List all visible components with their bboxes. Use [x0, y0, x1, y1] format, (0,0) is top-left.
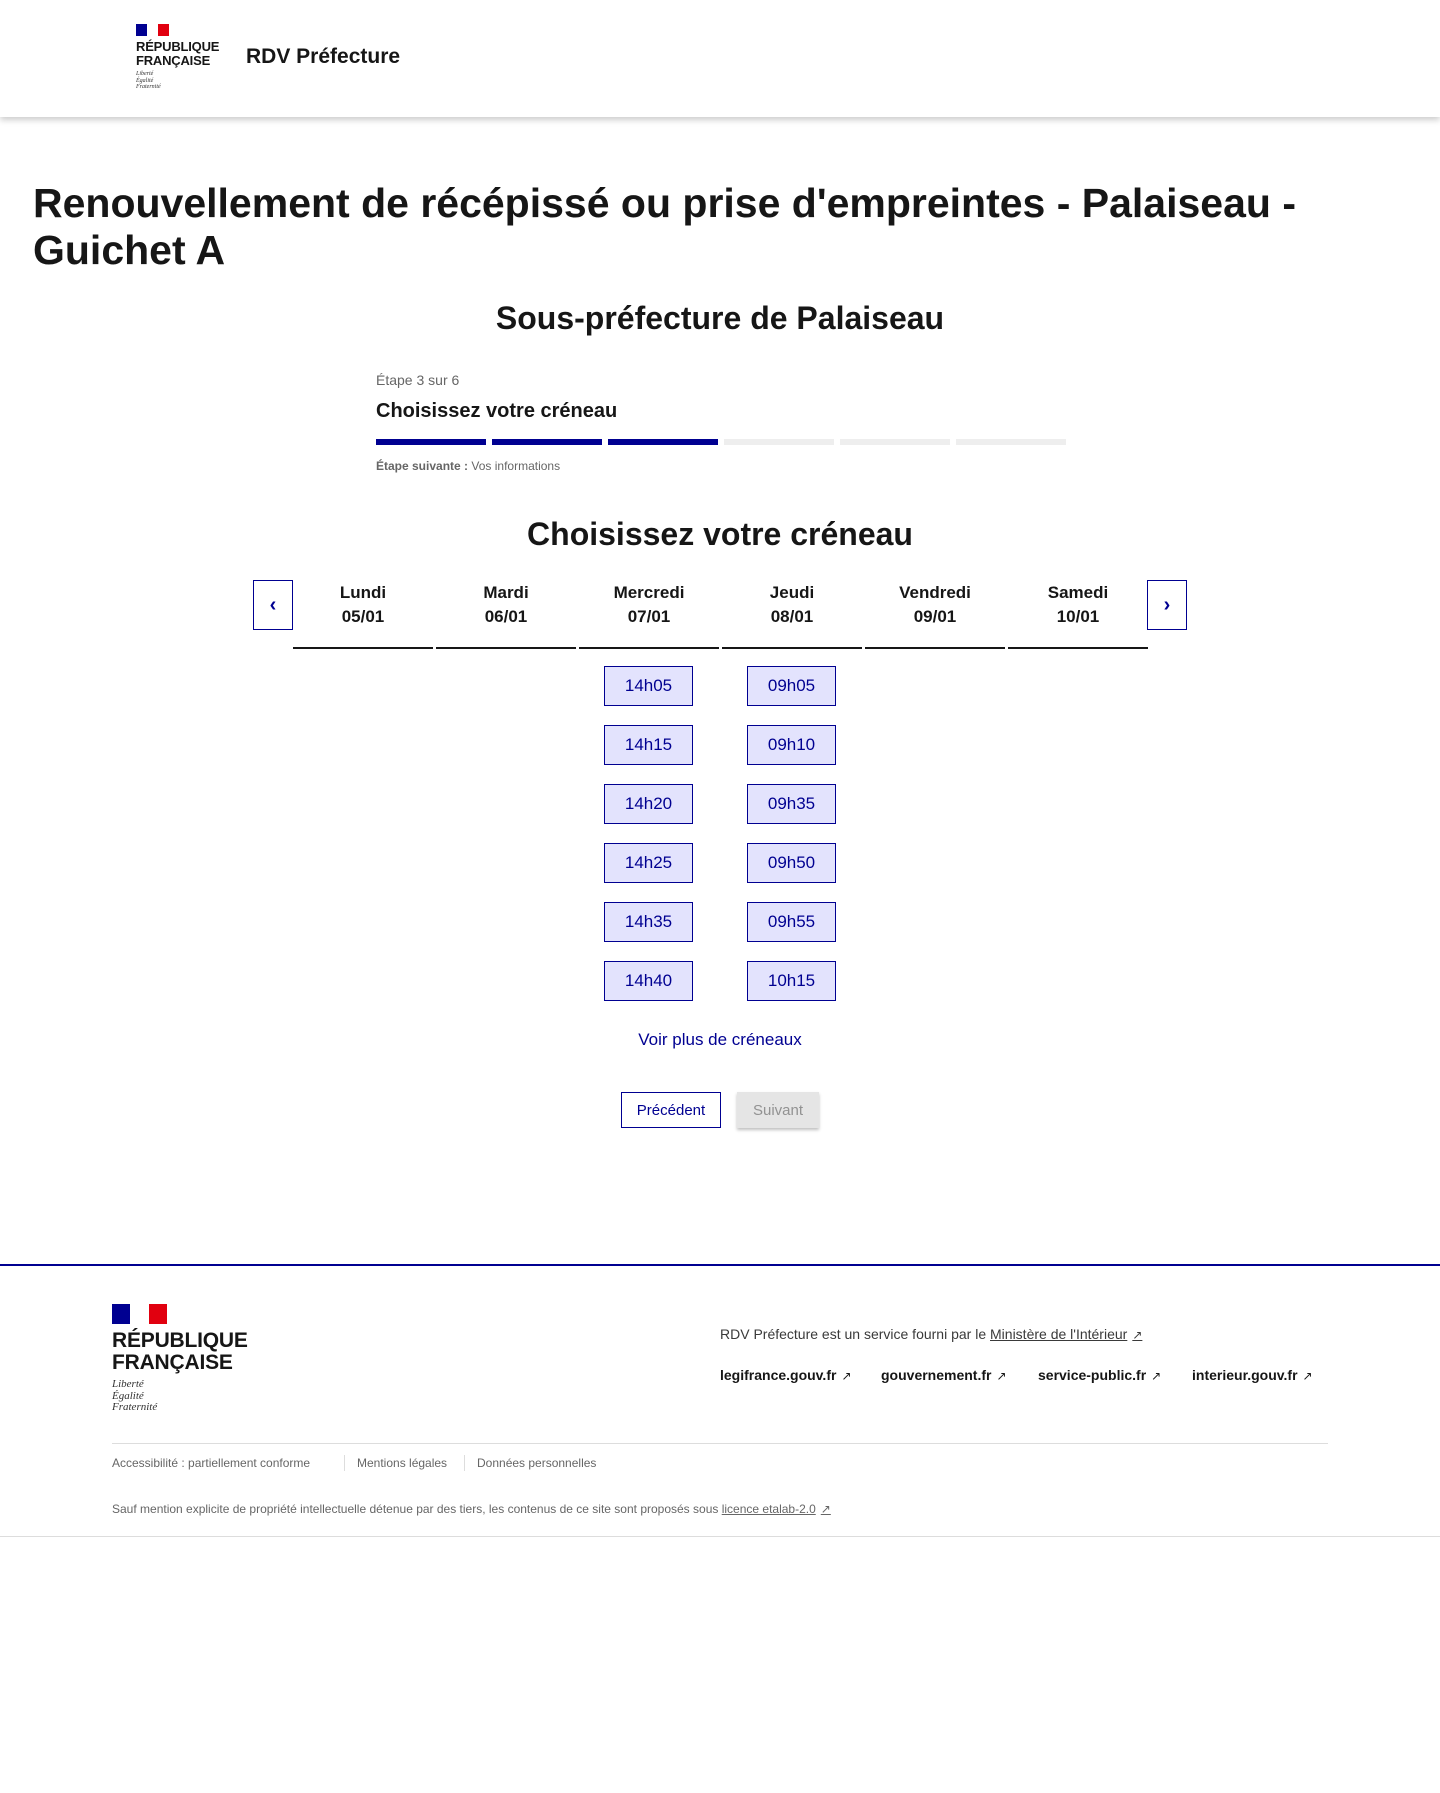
time-slot-button[interactable]: 14h20 — [604, 784, 693, 824]
day-date: 06/01 — [484, 607, 528, 626]
link-label[interactable]: service-public.fr — [1038, 1367, 1147, 1383]
flag-icon — [136, 24, 169, 36]
day-date: 07/01 — [627, 607, 671, 626]
logo-line: FRANÇAISE — [112, 1351, 233, 1375]
next-step-label: Étape suivante : — [376, 459, 469, 473]
footer-legal-link[interactable]: Mentions légales — [357, 1456, 448, 1470]
motto-line: Égalité — [136, 77, 154, 84]
day-name: Samedi — [1047, 583, 1109, 602]
time-slot-button[interactable]: 14h15 — [604, 725, 693, 765]
service-text: RDV Préfecture est un service fourni par… — [720, 1326, 991, 1342]
footer-link-legifrance[interactable]: legifrance.gouv.fr ↗ — [720, 1367, 852, 1383]
day-column-header: Vendredi 09/01 — [865, 580, 1005, 649]
ministry-link[interactable]: Ministère de l'Intérieur ↗ — [990, 1326, 1142, 1342]
time-slot-button[interactable]: 10h15 — [747, 961, 836, 1001]
step-bar — [376, 439, 486, 445]
day-column-header: Mercredi 07/01 — [579, 580, 719, 649]
chevron-left-icon: ‹ — [269, 593, 277, 616]
footer-link-service-public[interactable]: service-public.fr ↗ — [1038, 1367, 1161, 1383]
motto-line: Égalité — [112, 1389, 144, 1402]
footer-bottom-border — [0, 1536, 1440, 1537]
step-bar — [956, 439, 1066, 445]
day-column-header: Jeudi 08/01 — [722, 580, 862, 649]
day-column-header: Mardi 06/01 — [436, 580, 576, 649]
footer-logo[interactable]: RÉPUBLIQUE FRANÇAISE Liberté Égalité Frater… — [112, 1304, 248, 1414]
time-slot-button[interactable]: 09h35 — [747, 784, 836, 824]
link-label[interactable]: interieur.gouv.fr — [1192, 1367, 1298, 1383]
next-button[interactable]: Suivant — [737, 1092, 819, 1128]
day-column-header: Samedi 10/01 — [1008, 580, 1148, 649]
external-link-icon: ↗ — [1132, 1328, 1143, 1342]
footer-divider — [112, 1443, 1328, 1444]
external-link-icon: ↗ — [841, 1369, 852, 1383]
site-header: RÉPUBLIQUE FRANÇAISE Liberté Égalité Frater… — [0, 0, 1440, 117]
license-text: Sauf mention explicite de propriété inte… — [112, 1502, 831, 1516]
slots-title: Choisissez votre créneau — [527, 516, 913, 552]
day-date: 08/01 — [770, 607, 814, 626]
footer-accessibility-link[interactable]: Accessibilité : partiellement conforme — [112, 1456, 311, 1470]
previous-button[interactable]: Précédent — [621, 1092, 721, 1128]
motto-line: Fraternité — [136, 83, 161, 90]
license-sentence: Sauf mention explicite de propriété inte… — [112, 1502, 722, 1516]
day-date: 10/01 — [1056, 607, 1100, 626]
logo-line: RÉPUBLIQUE — [112, 1329, 248, 1352]
next-step-value: Vos informations — [471, 459, 561, 473]
time-slot-button[interactable]: 09h55 — [747, 902, 836, 942]
link-label[interactable]: legifrance.gouv.fr — [720, 1367, 837, 1383]
step-title: Choisissez votre créneau — [376, 400, 618, 422]
day-name: Mercredi — [613, 583, 685, 602]
link-label[interactable]: gouvernement.fr — [881, 1367, 992, 1383]
more-slots-link[interactable]: Voir plus de créneaux — [0, 1030, 1440, 1050]
footer-personal-data-link[interactable]: Données personnelles — [477, 1456, 597, 1470]
flag-icon — [112, 1304, 167, 1324]
time-slot-button[interactable]: 14h25 — [604, 843, 693, 883]
day-name: Jeudi — [769, 583, 815, 602]
step-bar — [724, 439, 834, 445]
logo-line: RÉPUBLIQUE — [136, 39, 220, 54]
time-slot-button[interactable]: 14h35 — [604, 902, 693, 942]
step-bar — [840, 439, 950, 445]
footer-top-border — [0, 1264, 1440, 1266]
external-link-icon: ↗ — [1151, 1369, 1162, 1383]
subtitle: Sous-préfecture de Palaiseau — [495, 300, 945, 336]
footer-service-text: RDV Préfecture est un service fourni par… — [720, 1326, 1142, 1342]
external-link-icon: ↗ — [820, 1502, 831, 1516]
day-date: 09/01 — [913, 607, 957, 626]
time-slot-button[interactable]: 09h50 — [747, 843, 836, 883]
day-name: Lundi — [339, 583, 387, 602]
day-name: Mardi — [483, 583, 529, 602]
time-slot-button[interactable]: 14h40 — [604, 961, 693, 1001]
footer-link-interieur[interactable]: interieur.gouv.fr ↗ — [1192, 1367, 1313, 1383]
motto-line: Liberté — [112, 1378, 144, 1391]
footer-link-gouvernement[interactable]: gouvernement.fr ↗ — [881, 1367, 1007, 1383]
motto-line: Liberté — [136, 71, 154, 78]
logo-line: FRANÇAISE — [136, 52, 211, 68]
motto-line: Fraternité — [112, 1401, 158, 1414]
step-bar — [608, 439, 718, 445]
page-title: Renouvellement de récépissé ou prise d'e… — [33, 180, 1296, 273]
republique-logo[interactable]: RÉPUBLIQUE FRANÇAISE Liberté Égalité Frater… — [136, 24, 219, 90]
day-name: Vendredi — [899, 583, 971, 602]
ministry-link-label[interactable]: Ministère de l'Intérieur — [990, 1326, 1128, 1342]
previous-week-button[interactable]: ‹ — [253, 580, 293, 630]
license-link[interactable]: licence etalab-2.0 ↗ — [722, 1502, 831, 1516]
day-date: 05/01 — [341, 607, 385, 626]
next-step: Étape suivante : Vos informations — [376, 459, 560, 473]
service-name[interactable]: RDV Préfecture — [246, 45, 401, 68]
more-slots-label[interactable]: Voir plus de créneaux — [638, 1030, 802, 1049]
time-slot-button[interactable]: 09h05 — [747, 666, 836, 706]
separator — [344, 1455, 345, 1471]
time-slot-button[interactable]: 14h05 — [604, 666, 693, 706]
chevron-right-icon: › — [1163, 593, 1171, 616]
external-link-icon: ↗ — [1302, 1369, 1313, 1383]
external-link-icon: ↗ — [996, 1369, 1007, 1383]
step-bar — [492, 439, 602, 445]
step-label: Étape 3 sur 6 — [376, 372, 460, 388]
day-column-header: Lundi 05/01 — [293, 580, 433, 649]
separator — [464, 1455, 465, 1471]
next-week-button[interactable]: › — [1147, 580, 1187, 630]
license-link-label[interactable]: licence etalab-2.0 — [721, 1502, 816, 1516]
time-slot-button[interactable]: 09h10 — [747, 725, 836, 765]
